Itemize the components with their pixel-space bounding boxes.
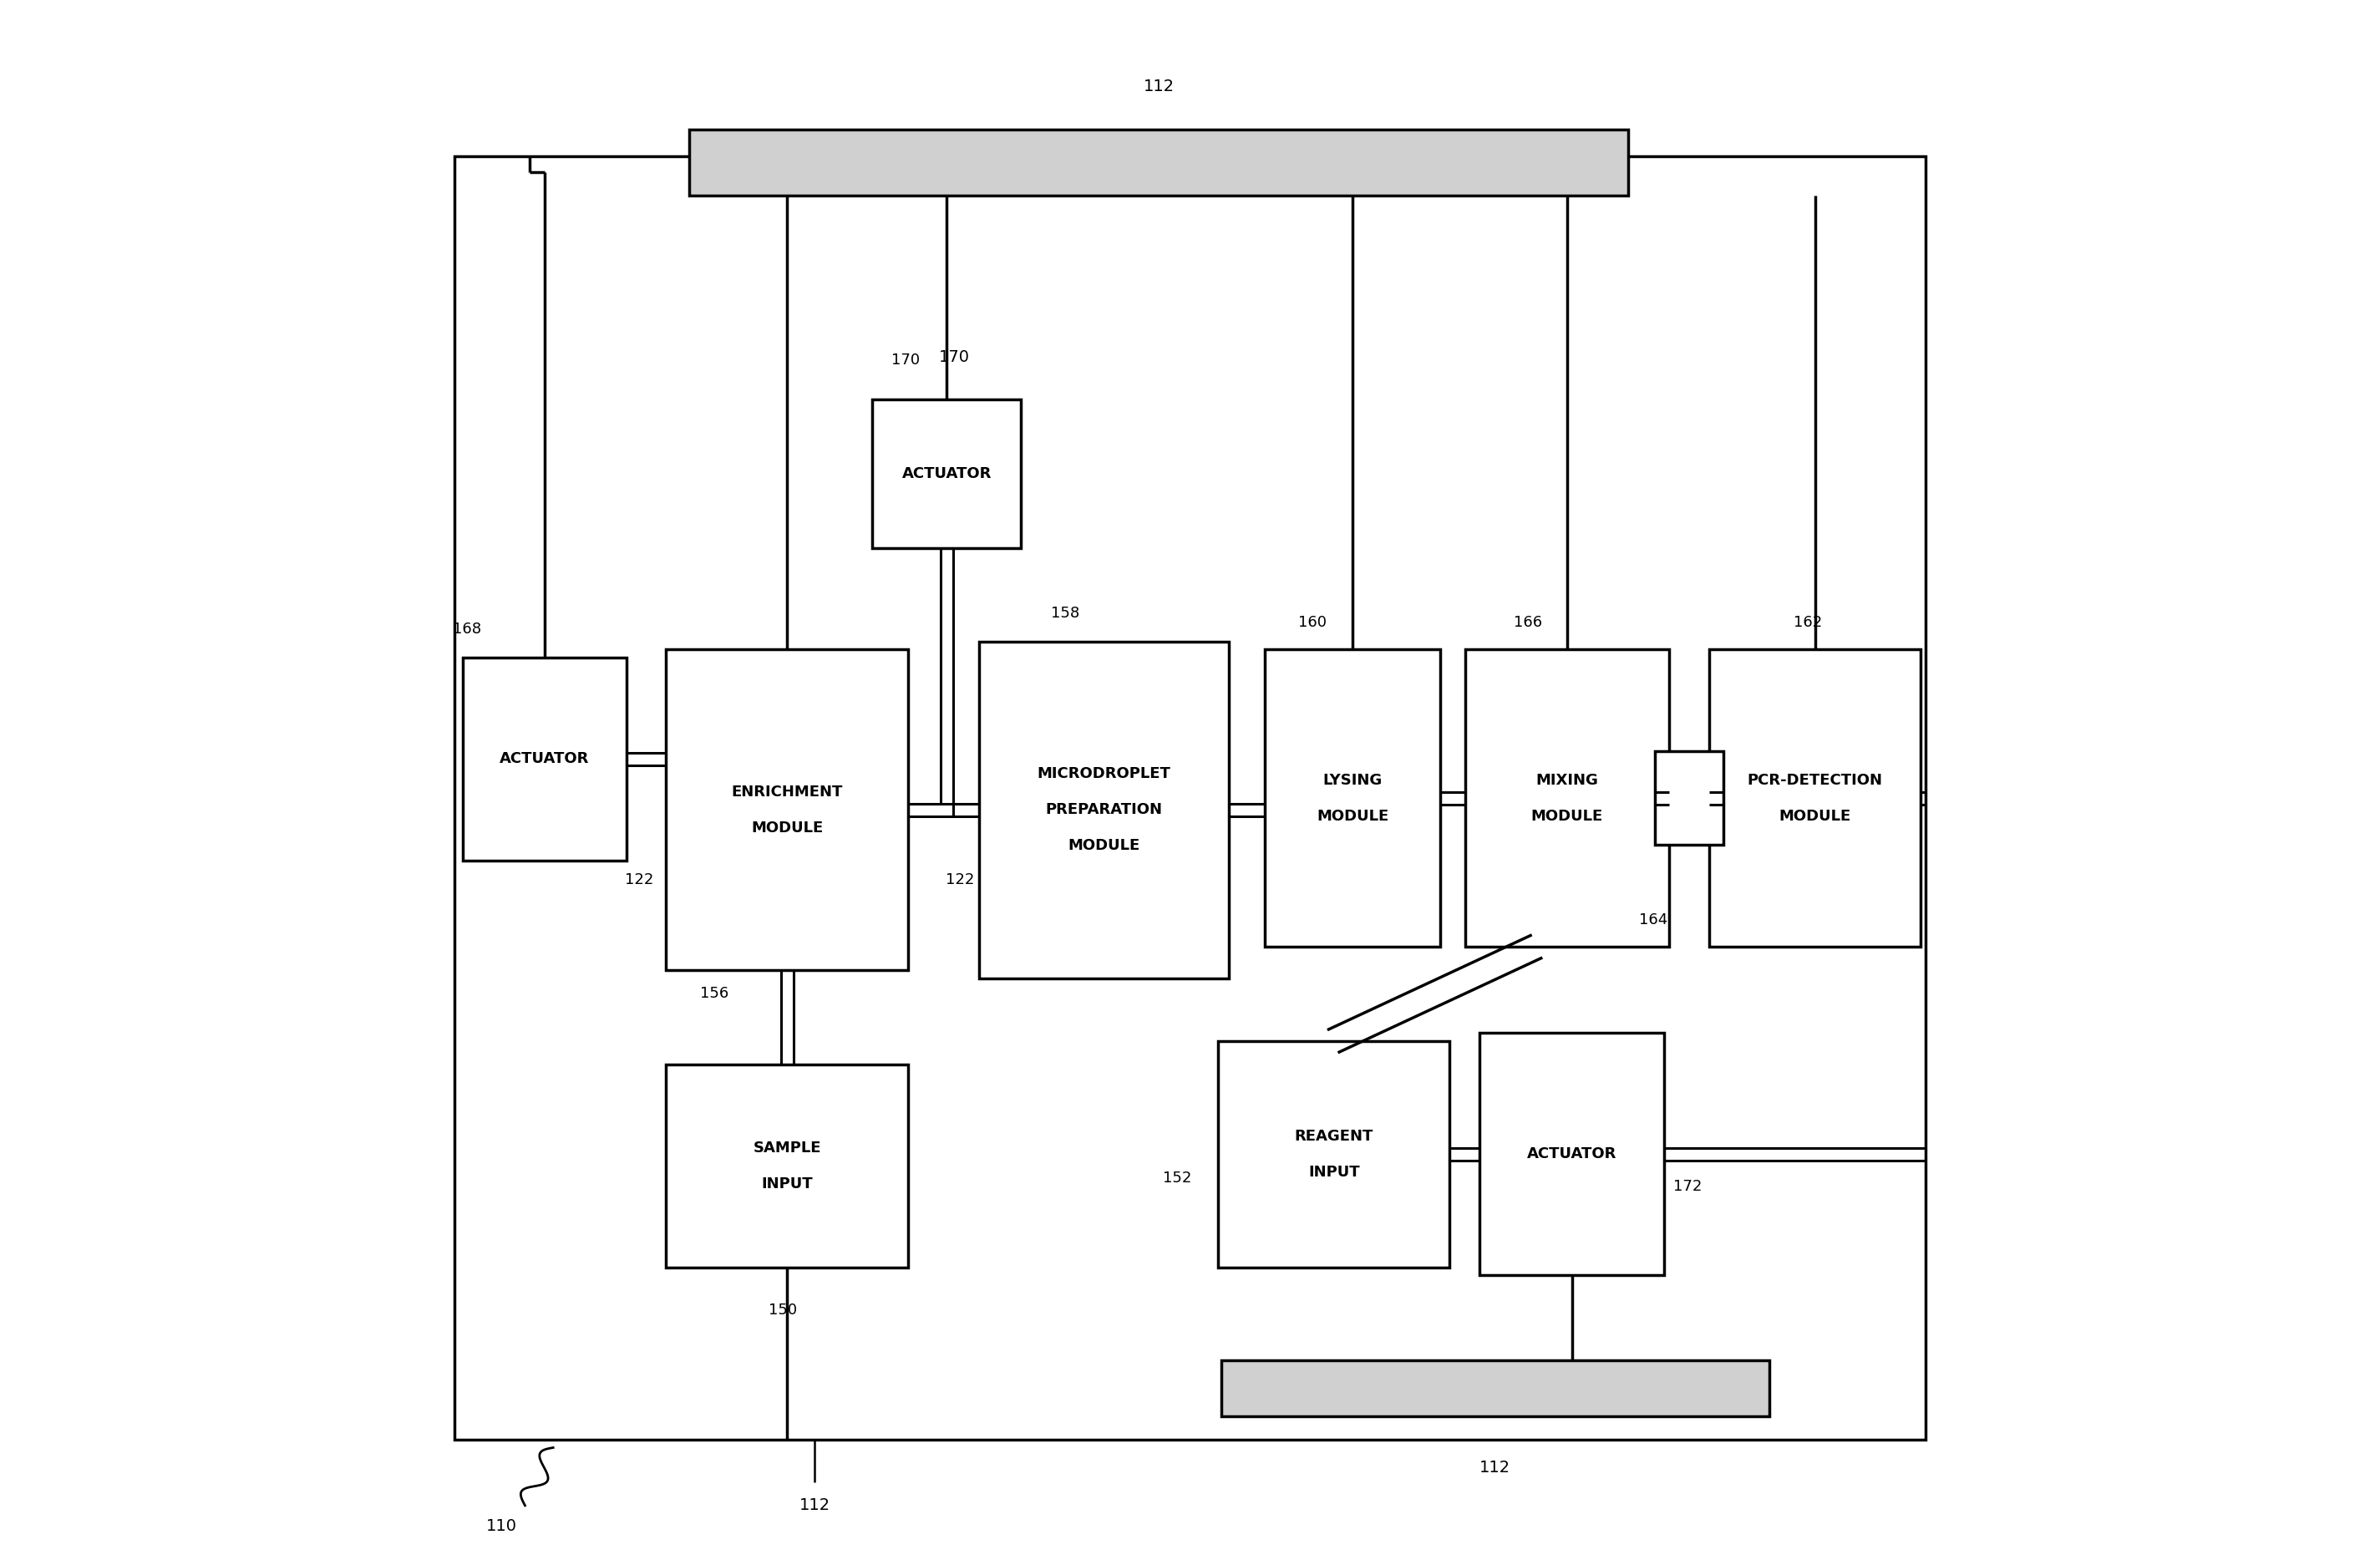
Text: ACTUATOR: ACTUATOR (500, 751, 590, 767)
FancyBboxPatch shape (462, 657, 626, 861)
Text: 166: 166 (1514, 615, 1542, 631)
Text: MODULE: MODULE (1069, 839, 1140, 853)
Text: 150: 150 (769, 1302, 797, 1318)
Text: PCR-DETECTION: PCR-DETECTION (1747, 773, 1883, 787)
Text: 112: 112 (800, 1498, 831, 1513)
FancyBboxPatch shape (978, 642, 1228, 978)
Text: MODULE: MODULE (752, 820, 823, 836)
Text: MODULE: MODULE (1316, 809, 1390, 823)
FancyBboxPatch shape (1654, 751, 1723, 845)
Text: 122: 122 (626, 872, 654, 887)
FancyBboxPatch shape (666, 1064, 909, 1268)
Text: ENRICHMENT: ENRICHMENT (731, 784, 843, 800)
Text: 168: 168 (452, 621, 481, 637)
Text: 170: 170 (890, 352, 919, 368)
Text: 164: 164 (1640, 912, 1668, 928)
Text: 172: 172 (1673, 1178, 1702, 1194)
Text: MODULE: MODULE (1780, 809, 1852, 823)
Text: ACTUATOR: ACTUATOR (902, 466, 992, 480)
Text: 162: 162 (1795, 615, 1823, 631)
FancyBboxPatch shape (1221, 1360, 1768, 1416)
Text: 122: 122 (945, 872, 973, 887)
Text: SAMPLE: SAMPLE (752, 1141, 821, 1155)
FancyBboxPatch shape (1266, 649, 1440, 947)
FancyBboxPatch shape (1709, 649, 1921, 947)
Text: 156: 156 (700, 986, 728, 1002)
Text: INPUT: INPUT (762, 1177, 814, 1191)
Text: 112: 112 (1480, 1460, 1511, 1476)
Text: 158: 158 (1050, 606, 1078, 621)
Text: 110: 110 (486, 1518, 516, 1534)
Text: REAGENT: REAGENT (1295, 1128, 1373, 1144)
Text: ACTUATOR: ACTUATOR (1528, 1147, 1616, 1161)
Text: 160: 160 (1297, 615, 1326, 631)
Text: 112: 112 (1142, 78, 1173, 94)
Text: MIXING: MIXING (1535, 773, 1599, 787)
FancyBboxPatch shape (690, 130, 1628, 196)
Text: LYSING: LYSING (1323, 773, 1383, 787)
FancyBboxPatch shape (1219, 1041, 1449, 1268)
Text: 152: 152 (1164, 1171, 1192, 1186)
Text: MODULE: MODULE (1530, 809, 1604, 823)
Text: PREPARATION: PREPARATION (1045, 803, 1161, 817)
FancyBboxPatch shape (1480, 1033, 1664, 1275)
FancyBboxPatch shape (1466, 649, 1668, 947)
FancyBboxPatch shape (455, 156, 1925, 1440)
FancyBboxPatch shape (666, 649, 909, 970)
FancyBboxPatch shape (873, 399, 1021, 548)
Text: INPUT: INPUT (1309, 1164, 1359, 1180)
Text: MICRODROPLET: MICRODROPLET (1038, 767, 1171, 781)
Text: 170: 170 (940, 349, 971, 365)
